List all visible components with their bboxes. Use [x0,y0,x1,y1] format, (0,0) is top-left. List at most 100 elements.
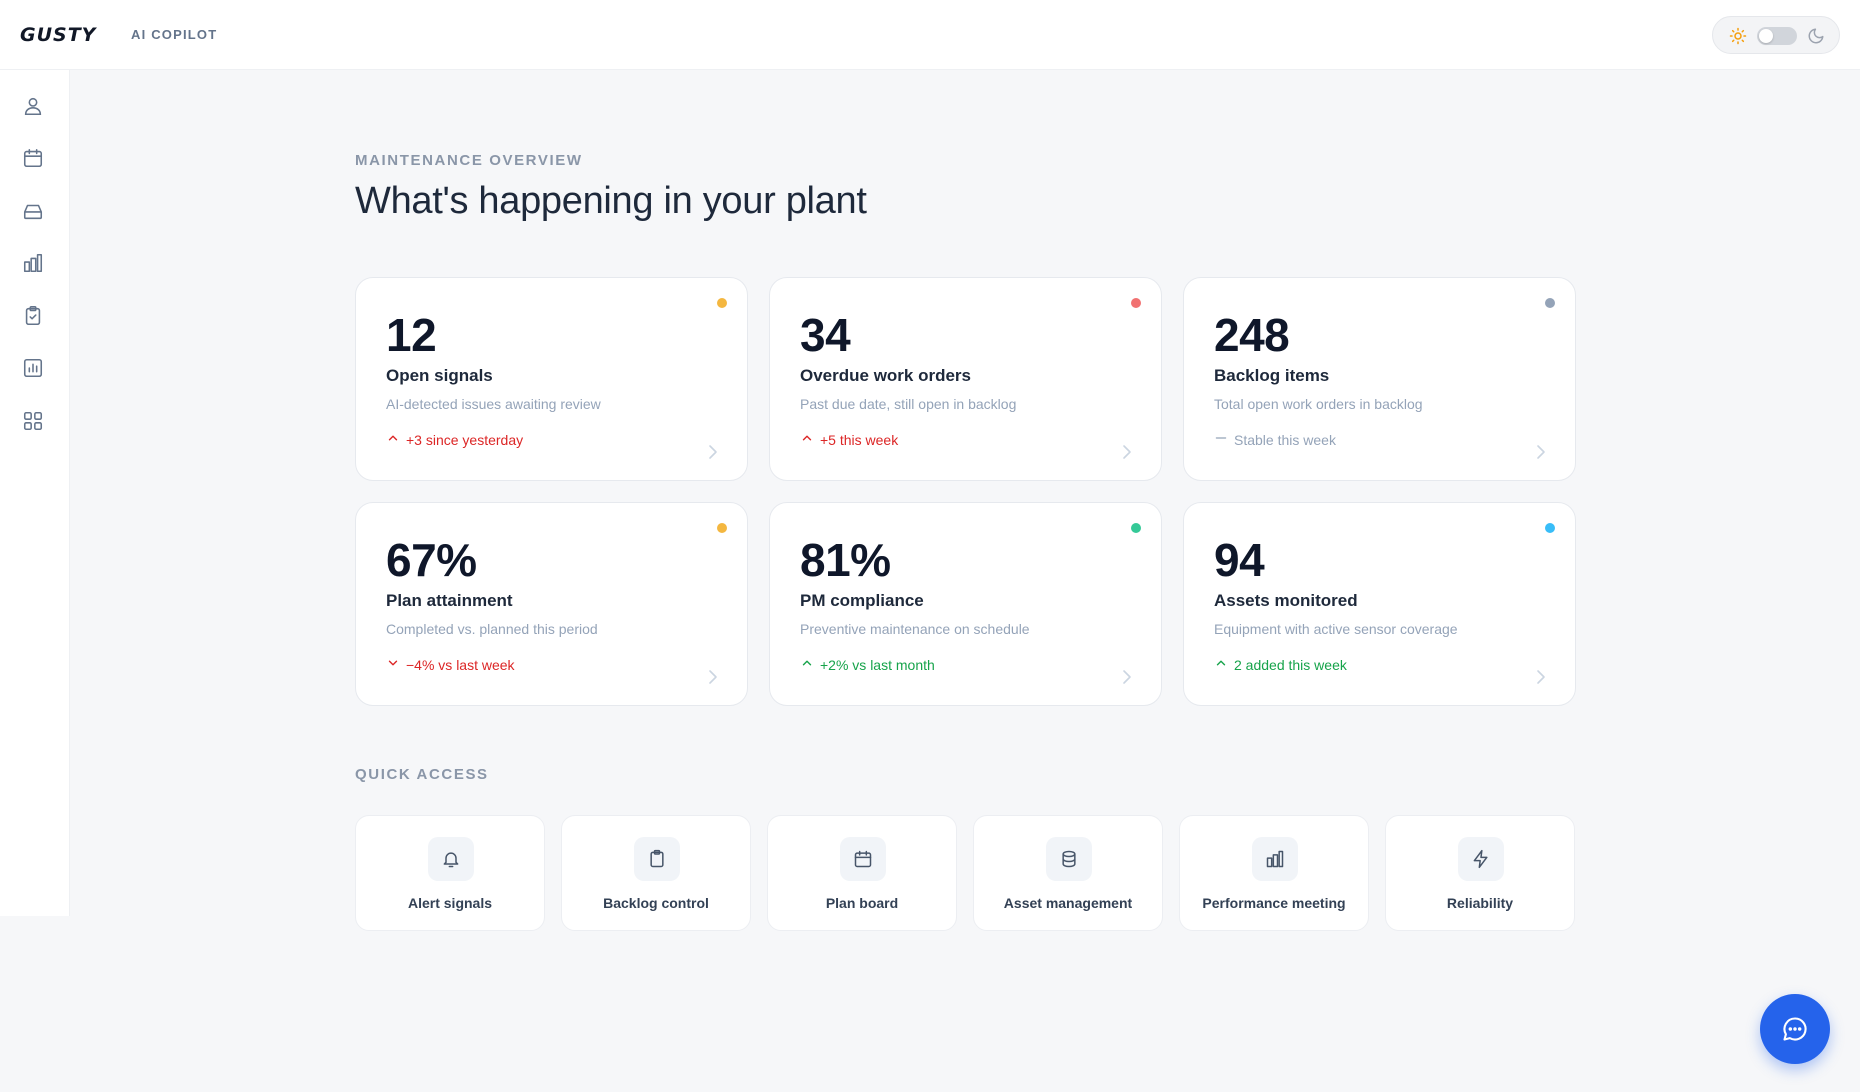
kpi-value: 248 [1214,309,1290,361]
kpi-description: Completed vs. planned this period [386,621,598,637]
inbox-icon [23,204,43,220]
quick-access-title: QUICK ACCESS [355,766,489,783]
grid-icon [23,411,43,431]
kpi-card[interactable]: 81% PM compliance Preventive maintenance o… [769,502,1162,706]
sidebar-item-reports[interactable] [20,355,46,381]
theme-toggle[interactable] [1712,16,1840,54]
chevron-right-icon [707,444,719,465]
kpi-value: 34 [800,309,851,361]
bell-icon [428,837,474,881]
kpi-card[interactable]: 34 Overdue work orders Past due date, stil… [769,277,1162,481]
sidebar-item-charts[interactable] [20,250,46,276]
quick-access-label: Reliability [1446,895,1514,911]
kpi-description: Total open work orders in backlog [1214,396,1423,412]
sun-icon [1729,27,1747,50]
kpi-value: 12 [386,309,437,361]
user-icon [24,97,42,116]
sidebar-item-inbox[interactable] [20,198,46,224]
quick-access-label: Asset management [1003,895,1133,911]
kpi-trend: 2 added this week [1214,656,1347,673]
kpi-label: Overdue work orders [800,366,972,385]
page-title: What's happening in your plant [355,180,867,222]
kpi-value: 94 [1214,534,1265,586]
kpi-card[interactable]: 94 Assets monitored Equipment with active … [1183,502,1576,706]
kpi-trend: +5 this week [800,431,898,448]
trend-text: Stable this week [1234,431,1336,448]
status-dot [1131,298,1141,308]
kpi-label: Backlog items [1214,366,1330,385]
sidebar [0,70,70,916]
trend-down-icon [386,656,400,673]
status-dot [1545,298,1555,308]
clipboard-check-icon [25,306,41,326]
chevron-right-icon [1121,444,1133,465]
trend-up-icon [800,656,814,673]
trend-text: +5 this week [820,431,899,448]
status-dot [1545,523,1555,533]
trend-text: 2 added this week [1234,656,1347,673]
quick-access-label: Backlog control [603,895,709,911]
kpi-trend: −4% vs last week [386,656,515,673]
status-dot [717,523,727,533]
kpi-trend: Stable this week [1214,431,1336,448]
quick-access-label: Performance meeting [1202,895,1346,911]
kpi-description: Equipment with active sensor coverage [1214,621,1458,637]
quick-access-backlog-control[interactable]: Backlog control [561,815,751,931]
chat-button[interactable] [1760,994,1830,1064]
chat-bubble-icon [1783,1017,1807,1041]
kpi-value: 81% [800,534,891,586]
chevron-right-icon [707,669,719,690]
calendar-icon [840,837,886,881]
quick-access-alert-signals[interactable]: Alert signals [355,815,545,931]
quick-access-plan-board[interactable]: Plan board [767,815,957,931]
quick-access-reliability[interactable]: Reliability [1385,815,1575,931]
clipboard-icon [634,837,680,881]
toggle-switch[interactable] [1757,27,1797,45]
kpi-trend: +3 since yesterday [386,431,523,448]
chevron-right-icon [1535,669,1547,690]
kpi-label: Assets monitored [1214,591,1358,610]
kpi-label: Open signals [386,366,493,385]
kpi-trend: +2% vs last month [800,656,935,673]
bar-chart-icon [1252,837,1298,881]
kpi-description: AI-detected issues awaiting review [386,396,601,412]
kpi-card[interactable]: 67% Plan attainment Completed vs. planned … [355,502,748,706]
trend-flat-icon [1214,431,1228,448]
kpi-description: Past due date, still open in backlog [800,396,1017,412]
database-icon [1046,837,1092,881]
quick-access-label: Plan board [825,895,899,911]
sidebar-item-calendar[interactable] [20,145,46,171]
sidebar-item-tasks[interactable] [20,303,46,329]
kpi-label: Plan attainment [386,591,513,610]
top-bar: GUSTY AI COPILOT [0,0,1860,70]
kpi-card[interactable]: 248 Backlog items Total open work orders i… [1183,277,1576,481]
trend-up-icon [800,431,814,448]
quick-access-asset-management[interactable]: Asset management [973,815,1163,931]
chevron-right-icon [1535,444,1547,465]
kpi-value: 67% [386,534,477,586]
toggle-knob [1759,29,1773,43]
logo[interactable]: GUSTY [20,24,97,46]
status-dot [1131,523,1141,533]
product-name: AI COPILOT [131,27,218,42]
report-icon [23,358,43,378]
quick-access-performance-meeting[interactable]: Performance meeting [1179,815,1369,931]
lightning-icon [1458,837,1504,881]
trend-up-icon [386,431,400,448]
kpi-card[interactable]: 12 Open signals AI-detected issues awaitin… [355,277,748,481]
trend-text: +3 since yesterday [406,431,524,448]
moon-icon [1807,27,1825,50]
bar-chart-icon [23,253,43,273]
sidebar-item-apps[interactable] [20,408,46,434]
trend-up-icon [1214,656,1228,673]
kpi-label: PM compliance [800,591,924,610]
sidebar-item-user[interactable] [20,93,46,119]
quick-access-label: Alert signals [407,895,493,911]
trend-text: +2% vs last month [820,656,935,673]
calendar-icon [23,148,43,168]
kpi-description: Preventive maintenance on schedule [800,621,1030,637]
status-dot [717,298,727,308]
trend-text: −4% vs last week [406,656,515,673]
section-eyebrow: MAINTENANCE OVERVIEW [355,152,583,169]
chevron-right-icon [1121,669,1133,690]
